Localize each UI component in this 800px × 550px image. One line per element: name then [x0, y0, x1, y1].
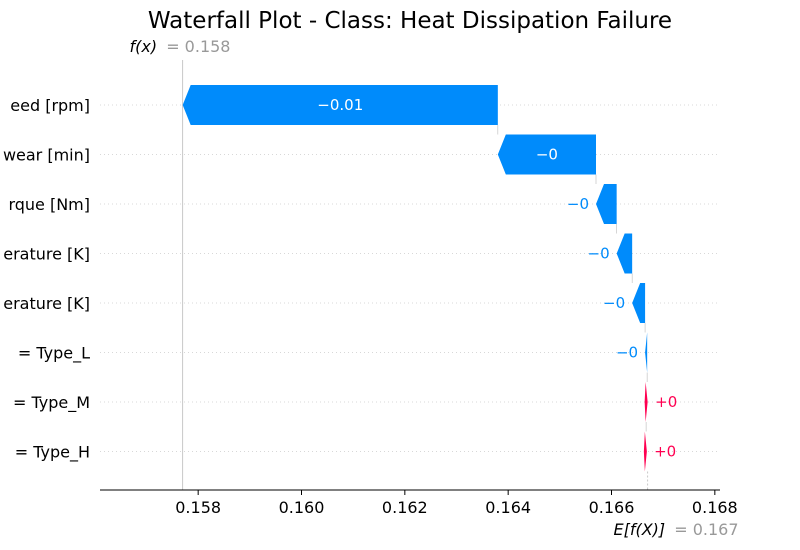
waterfall-bar [643, 431, 647, 472]
fx-annotation: f(x) = 0.158 [130, 37, 231, 56]
bar-value-label: −0 [567, 195, 589, 213]
chart-title: Waterfall Plot - Class: Heat Dissipation… [148, 8, 672, 34]
waterfall-bar [596, 184, 617, 224]
feature-label: eed [rpm] [10, 96, 90, 115]
grid-lines [100, 104, 720, 452]
waterfall-bar [182, 85, 498, 125]
feature-label: = Type_L [18, 344, 90, 364]
efx-label: E[f(X)] [613, 520, 665, 539]
fx-label: f(x) [130, 37, 158, 56]
bar-value-label: −0 [603, 294, 625, 312]
waterfall-bar [616, 233, 633, 274]
x-tick-label: 0.158 [175, 498, 221, 517]
bar-value-label: −0.01 [317, 96, 363, 114]
feature-label: rque [Nm] [8, 195, 90, 214]
waterfall-bar [644, 382, 648, 422]
efx-annotation: E[f(X)] = 0.167 [613, 520, 738, 539]
efx-value: = 0.167 [674, 520, 738, 539]
bar-value-label: +0 [655, 393, 677, 411]
feature-label: = Type_H [15, 443, 90, 463]
reference-lines [182, 60, 649, 490]
x-tick-label: 0.164 [485, 498, 531, 517]
x-tick-label: 0.162 [382, 498, 428, 517]
bar-value-label: −0 [616, 344, 638, 362]
waterfall-bar [497, 134, 596, 175]
bars-group: −0.01 −0 −0 −0 −0 −0 +0 +0 [182, 85, 677, 472]
feature-labels: eed [rpm] wear [min] rque [Nm] erature [K] e… [3, 96, 90, 463]
feature-label: wear [min] [3, 146, 90, 165]
bar-value-label: +0 [654, 443, 676, 461]
x-tick-label: 0.160 [279, 498, 325, 517]
fx-value: = 0.158 [166, 37, 230, 56]
x-tick-label: 0.166 [589, 498, 635, 517]
x-axis: 0.158 0.160 0.162 0.164 0.166 0.168 [100, 489, 738, 517]
feature-label: = Type_M [13, 393, 90, 413]
bar-value-label: −0 [588, 245, 610, 263]
bar-value-label: −0 [536, 146, 558, 164]
waterfall-bar [645, 332, 648, 373]
feature-label: erature [K] [3, 294, 90, 313]
feature-label: erature [K] [3, 245, 90, 264]
waterfall-bar [632, 283, 646, 323]
x-tick-label: 0.168 [692, 498, 738, 517]
